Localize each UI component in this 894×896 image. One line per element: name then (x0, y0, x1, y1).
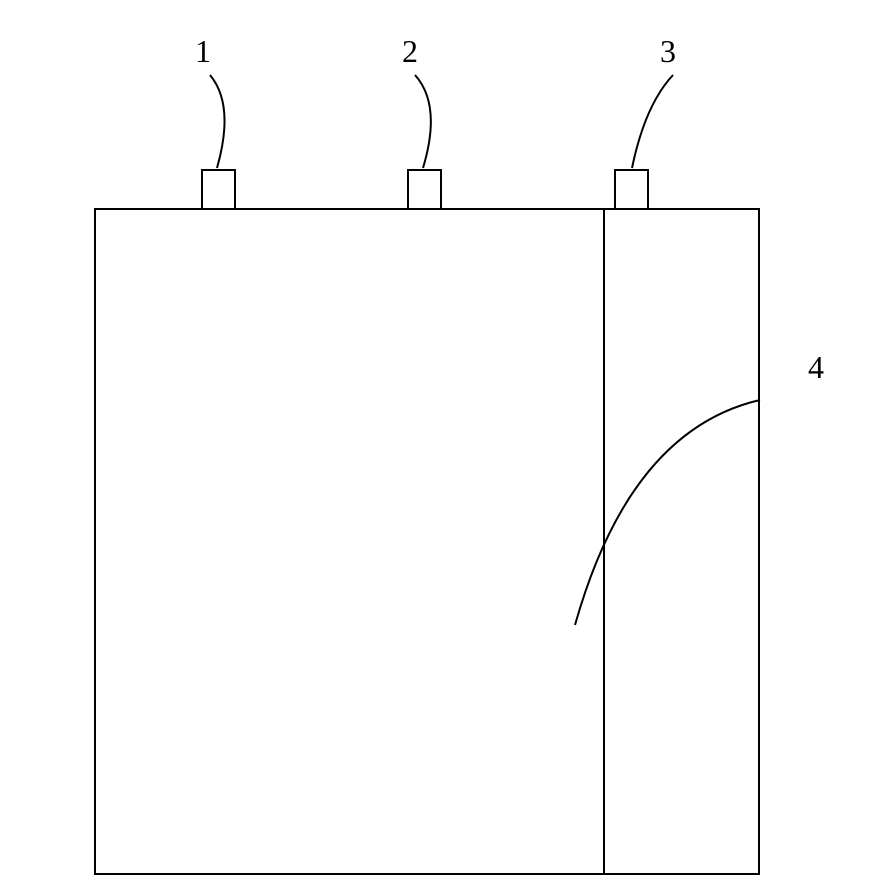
callout-label-4: 4 (808, 349, 824, 385)
callout-label-1: 1 (195, 33, 211, 69)
technical-diagram: 1 2 3 4 (0, 0, 894, 896)
callout-label-3: 3 (660, 33, 676, 69)
callout-label-2: 2 (402, 33, 418, 69)
